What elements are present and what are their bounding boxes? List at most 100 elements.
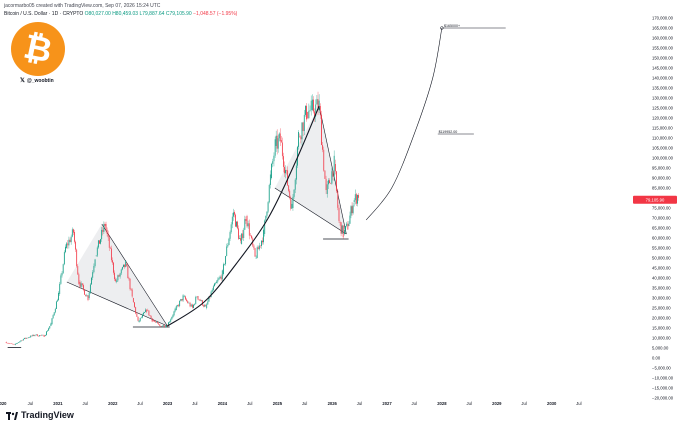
- time-tick-label: 020: [0, 401, 7, 406]
- candle-body: [262, 240, 263, 243]
- candle-body: [113, 262, 114, 273]
- candle-body: [146, 309, 148, 312]
- candle-body: [195, 297, 197, 304]
- candle-body: [103, 224, 105, 232]
- candle-body: [178, 305, 179, 307]
- candle-body: [217, 279, 219, 282]
- candle-body: [118, 275, 120, 277]
- candle-body: [170, 319, 172, 322]
- price-tick-label: −10,000.00: [652, 376, 674, 381]
- candles: [5, 91, 359, 346]
- projection-curve: [365, 27, 443, 221]
- price-tick-label: 140,000.00: [652, 76, 674, 81]
- candle-body: [135, 307, 137, 314]
- time-tick-label: Jul: [357, 401, 362, 406]
- candle-body: [181, 299, 183, 301]
- candle-body: [206, 304, 208, 308]
- candle-body: [244, 219, 246, 230]
- candle-body: [112, 260, 113, 263]
- candle-body: [115, 279, 117, 282]
- candle-body: [220, 276, 222, 280]
- bitcoin-logo-circle: [11, 22, 65, 76]
- candle-body: [236, 221, 237, 227]
- candle-body: [333, 155, 335, 177]
- candle-body: [153, 320, 155, 322]
- candle-body: [325, 178, 327, 191]
- candle-body: [329, 180, 330, 184]
- author-handle: 𝕏 @_woobtin: [20, 77, 54, 84]
- candle-body: [109, 247, 111, 249]
- ohlc-values: O80,027.00 H80,459.03 L79,887.64 C79,105…: [84, 11, 192, 17]
- candle-body: [208, 296, 210, 302]
- candle-body: [193, 304, 194, 308]
- time-axis: 020 Jul 2021 Jul 2022 Jul 2023 Jul 2024 Jul 2025 Ju…: [0, 401, 582, 406]
- candle-body: [99, 240, 100, 244]
- candle-body: [93, 265, 95, 273]
- candle-body: [251, 235, 252, 239]
- candle-body: [279, 133, 281, 142]
- symbol-info: Bitcoin / U.S. Dollar · 1D · CRYPTO O80,…: [4, 11, 237, 17]
- candle-body: [253, 245, 255, 249]
- candle-body: [351, 206, 353, 214]
- candle-body: [321, 114, 322, 146]
- candle-body: [60, 275, 62, 284]
- price-tick-label: 25,000.00: [652, 306, 671, 311]
- price-tick-label: 110,000.00: [652, 136, 673, 141]
- candle-body: [168, 322, 169, 325]
- wedge-lower-line-2: [274, 187, 347, 235]
- tradingview-brand[interactable]: TradingView: [6, 410, 74, 420]
- candle-body: [353, 200, 355, 202]
- symbol-name[interactable]: Bitcoin / U.S. Dollar · 1D · CRYPTO: [4, 11, 84, 17]
- candle-body: [104, 224, 106, 226]
- price-tick-label: 55,000.00: [652, 246, 671, 251]
- time-tick-label: 2021: [53, 401, 63, 406]
- candle-body: [240, 238, 242, 241]
- candle-body: [334, 164, 336, 172]
- candle-body: [63, 252, 65, 265]
- candle-body: [301, 122, 303, 140]
- price-tick-label: 30,000.00: [652, 296, 671, 301]
- candle-body: [91, 277, 92, 285]
- candle-body: [105, 224, 107, 230]
- candle-body: [110, 248, 112, 261]
- candle-body: [349, 215, 351, 224]
- candle-body: [185, 296, 186, 300]
- price-tick-label: 155,000.00: [652, 46, 674, 51]
- candle-body: [357, 195, 358, 204]
- candle-body: [62, 264, 64, 273]
- candle-body: [290, 197, 292, 209]
- time-tick-label: 2025: [273, 401, 283, 406]
- candle-body: [71, 229, 73, 237]
- candle-body: [189, 302, 191, 307]
- bitcoin-logo-icon: ₿: [11, 22, 65, 76]
- candle-body: [277, 138, 279, 149]
- candle-body: [245, 219, 247, 221]
- candle-body: [59, 283, 61, 294]
- candle-body: [36, 334, 38, 337]
- candle-body: [235, 214, 236, 227]
- candle-body: [165, 325, 167, 327]
- candle-body: [34, 335, 36, 336]
- candle-body: [73, 229, 74, 233]
- candle-body: [106, 229, 108, 234]
- candle-body: [242, 233, 244, 238]
- candle-body: [85, 294, 87, 297]
- candle-body: [225, 256, 227, 265]
- candle-body: [43, 335, 45, 337]
- time-tick-label: Jul: [137, 401, 142, 406]
- candle-body: [302, 122, 304, 132]
- growth-arc: [167, 105, 320, 327]
- candle-body: [81, 283, 83, 286]
- candle-body: [139, 317, 141, 321]
- candle-body: [119, 273, 121, 277]
- time-tick-label: Jul: [247, 401, 252, 406]
- candle-body: [179, 300, 181, 307]
- candle-body: [130, 289, 132, 290]
- candle-body: [159, 324, 161, 326]
- price-tick-label: 130,000.00: [652, 96, 674, 101]
- candle-body: [169, 321, 171, 323]
- candle-body: [25, 337, 26, 339]
- candle-body: [247, 223, 249, 227]
- candle-body: [183, 296, 185, 297]
